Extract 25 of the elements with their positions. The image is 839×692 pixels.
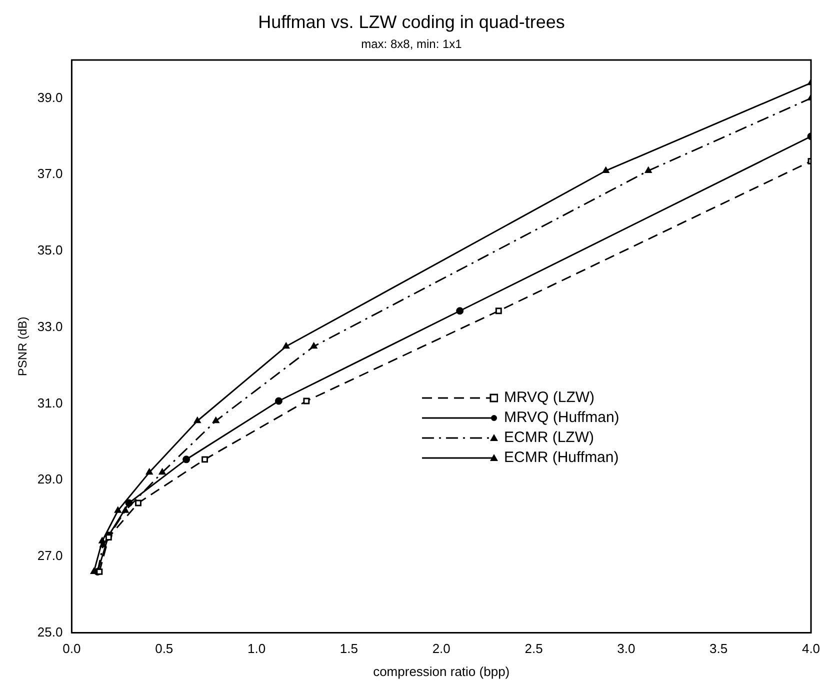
x-tick-label: 0.5	[155, 641, 174, 656]
y-axis-title: PSNR (dB)	[16, 316, 30, 376]
legend-label: ECMR (Huffman)	[504, 448, 619, 468]
x-tick-label: 4.0	[802, 641, 820, 656]
chart-title: Huffman vs. LZW coding in quad-trees	[258, 12, 565, 32]
x-tick-label: 3.0	[617, 641, 636, 656]
x-tick-label: 1.0	[247, 641, 266, 656]
y-tick-label: 35.0	[37, 242, 63, 258]
x-tick-label: 1.5	[340, 641, 358, 656]
x-tick-label: 3.5	[710, 641, 728, 656]
y-tick-label: 29.0	[37, 472, 63, 487]
x-tick-label: 2.0	[432, 641, 450, 656]
legend-label: ECMR (LZW)	[504, 428, 594, 448]
chart-subtitle: max: 8x8, min: 1x1	[361, 37, 462, 52]
x-tick-label: 0.0	[62, 641, 81, 656]
x-tick-label: 2.5	[524, 641, 543, 656]
y-tick-label: 27.0	[37, 548, 63, 564]
legend-label: MRVQ (LZW)	[504, 388, 595, 408]
y-tick-label: 33.0	[37, 318, 63, 334]
y-tick-label: 37.0	[37, 166, 63, 182]
x-axis-title: compression ratio (bpp)	[373, 664, 510, 679]
y-tick-label: 31.0	[37, 395, 63, 410]
y-tick-label: 39.0	[37, 90, 63, 105]
y-tick-label: 25.0	[37, 624, 63, 640]
legend-label: MRVQ (Huffman)	[504, 408, 620, 428]
